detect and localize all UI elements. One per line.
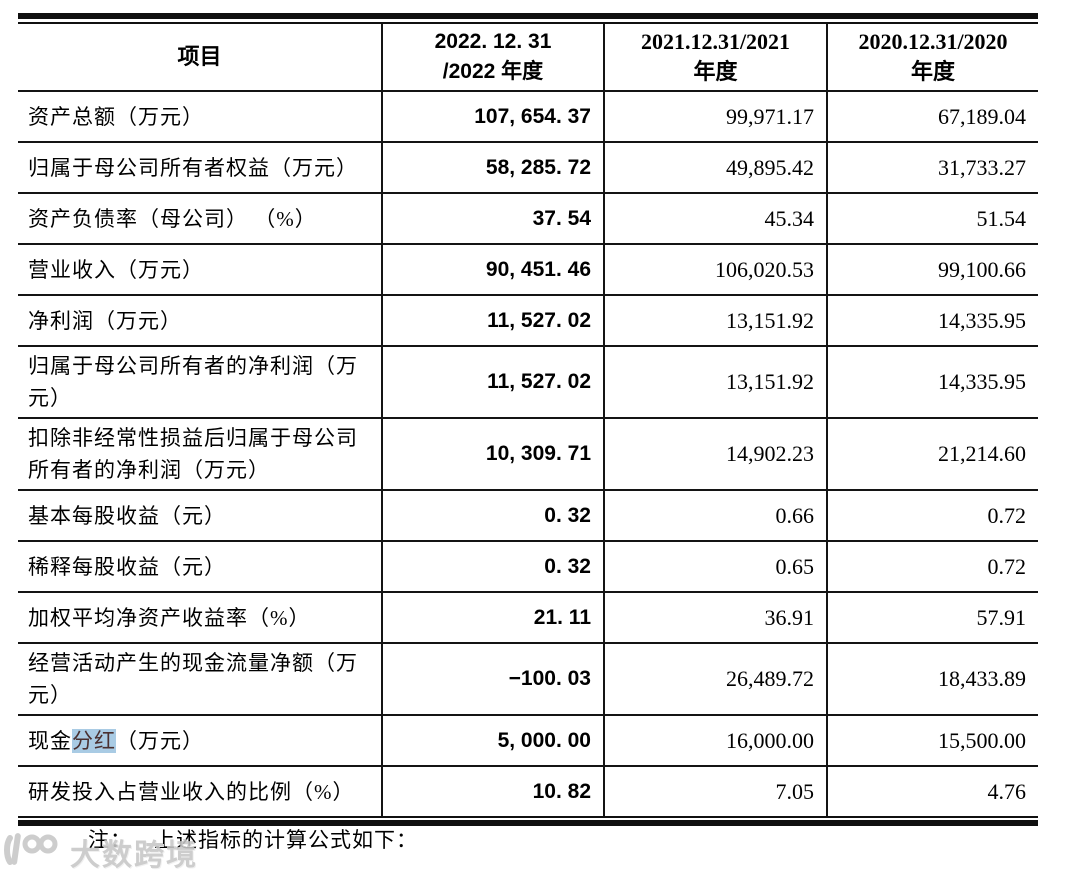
row-label: 稀释每股收益（元） [18, 540, 383, 593]
cell-value-2020: 15,500.00 [826, 714, 1038, 767]
row-label: 资产总额（万元） [18, 90, 383, 143]
header-2020-line1: 2020.12.31/2020 [858, 29, 1008, 54]
footnote-text: 上述指标的计算公式如下： [154, 828, 418, 852]
header-2021: 2021.12.31/2021 年度 [603, 24, 828, 92]
cell-value-2020: 14,335.95 [826, 294, 1038, 347]
cell-value-2021: 13,151.92 [603, 294, 828, 347]
table-row: 归属于母公司所有者的净利润（万元） 11, 527. 02 13,151.92 … [18, 345, 1038, 419]
header-2021-line2: 年度 [693, 59, 738, 84]
row-label: 经营活动产生的现金流量净额（万元） [18, 642, 383, 716]
header-item-label: 项目 [177, 44, 222, 69]
cell-value-2022: 10, 309. 71 [381, 417, 605, 491]
table-row: 加权平均净资产收益率（%） 21. 11 36.91 57.91 [18, 591, 1038, 644]
header-2022-line2: /2022 年度 [442, 60, 544, 83]
row-label: 现金分红（万元） [18, 714, 383, 767]
cell-value-2021: 0.65 [603, 540, 828, 593]
table-row: 研发投入占营业收入的比例（%） 10. 82 7.05 4.76 [18, 765, 1038, 816]
table-row: 营业收入（万元） 90, 451. 46 106,020.53 99,100.6… [18, 243, 1038, 296]
row-label: 归属于母公司所有者的净利润（万元） [18, 345, 383, 419]
cell-value-2022: 11, 527. 02 [381, 294, 605, 347]
search-highlight: 分红 [72, 728, 116, 753]
cell-value-2021: 106,020.53 [603, 243, 828, 296]
row-label: 扣除非经常性损益后归属于母公司所有者的净利润（万元） [18, 417, 383, 491]
cell-value-2022: 21. 11 [381, 591, 605, 644]
cell-value-2022: 0. 32 [381, 540, 605, 593]
row-label: 归属于母公司所有者权益（万元） [18, 141, 383, 194]
cell-value-2020: 67,189.04 [826, 90, 1038, 143]
cell-value-2022: −100. 03 [381, 642, 605, 716]
indicators-table: 项目 2022. 12. 31 /2022 年度 2021.12.31/2021… [18, 24, 1038, 816]
cell-value-2022: 10. 82 [381, 765, 605, 816]
row-label: 研发投入占营业收入的比例（%） [18, 765, 383, 816]
cell-value-2021: 14,902.23 [603, 417, 828, 491]
cell-value-2021: 49,895.42 [603, 141, 828, 194]
table-row: 归属于母公司所有者权益（万元） 58, 285. 72 49,895.42 31… [18, 141, 1038, 194]
table-row: 资产总额（万元） 107, 654. 37 99,971.17 67,189.0… [18, 90, 1038, 143]
row-label: 营业收入（万元） [18, 243, 383, 296]
table-top-border [18, 13, 1038, 24]
header-2022-line1: 2022. 12. 31 [434, 30, 552, 53]
table-bottom-border [18, 816, 1038, 826]
watermark-logo-icon [2, 832, 66, 873]
cell-value-2022: 90, 451. 46 [381, 243, 605, 296]
header-row: 项目 2022. 12. 31 /2022 年度 2021.12.31/2021… [18, 24, 1038, 92]
cell-value-2020: 99,100.66 [826, 243, 1038, 296]
cell-value-2022: 11, 527. 02 [381, 345, 605, 419]
header-2020-line2: 年度 [910, 59, 955, 84]
cell-value-2020: 18,433.89 [826, 642, 1038, 716]
cell-value-2022: 107, 654. 37 [381, 90, 605, 143]
financial-indicators-table: 项目 2022. 12. 31 /2022 年度 2021.12.31/2021… [18, 13, 1038, 826]
cell-value-2022: 58, 285. 72 [381, 141, 605, 194]
cell-value-2021: 0.66 [603, 489, 828, 542]
cell-value-2020: 21,214.60 [826, 417, 1038, 491]
cell-value-2020: 31,733.27 [826, 141, 1038, 194]
header-item: 项目 [18, 24, 383, 92]
table-row: 扣除非经常性损益后归属于母公司所有者的净利润（万元） 10, 309. 71 1… [18, 417, 1038, 491]
row-label: 基本每股收益（元） [18, 489, 383, 542]
cell-value-2021: 13,151.92 [603, 345, 828, 419]
cell-value-2021: 45.34 [603, 192, 828, 245]
cell-value-2020: 0.72 [826, 540, 1038, 593]
row-label: 净利润（万元） [18, 294, 383, 347]
row-label: 加权平均净资产收益率（%） [18, 591, 383, 644]
cell-value-2021: 16,000.00 [603, 714, 828, 767]
table-row: 经营活动产生的现金流量净额（万元） −100. 03 26,489.72 18,… [18, 642, 1038, 716]
cell-value-2020: 51.54 [826, 192, 1038, 245]
cell-value-2021: 36.91 [603, 591, 828, 644]
cell-value-2021: 26,489.72 [603, 642, 828, 716]
table-row: 稀释每股收益（元） 0. 32 0.65 0.72 [18, 540, 1038, 593]
table-row: 现金分红（万元） 5, 000. 00 16,000.00 15,500.00 [18, 714, 1038, 767]
cell-value-2021: 99,971.17 [603, 90, 828, 143]
cell-value-2020: 4.76 [826, 765, 1038, 816]
cell-value-2022: 5, 000. 00 [381, 714, 605, 767]
cell-value-2020: 14,335.95 [826, 345, 1038, 419]
cell-value-2021: 7.05 [603, 765, 828, 816]
table-body: 资产总额（万元） 107, 654. 37 99,971.17 67,189.0… [18, 90, 1038, 816]
cell-value-2020: 0.72 [826, 489, 1038, 542]
table-row: 资产负债率（母公司） （%） 37. 54 45.34 51.54 [18, 192, 1038, 245]
header-2021-line1: 2021.12.31/2021 [640, 29, 791, 54]
table-row: 基本每股收益（元） 0. 32 0.66 0.72 [18, 489, 1038, 542]
header-2020: 2020.12.31/2020 年度 [826, 24, 1038, 92]
table-row: 净利润（万元） 11, 527. 02 13,151.92 14,335.95 [18, 294, 1038, 347]
row-label: 资产负债率（母公司） （%） [18, 192, 383, 245]
cell-value-2022: 0. 32 [381, 489, 605, 542]
footnote-prefix: 注： [88, 828, 132, 852]
footnote: 注： 上述指标的计算公式如下： [88, 824, 418, 854]
cell-value-2022: 37. 54 [381, 192, 605, 245]
cell-value-2020: 57.91 [826, 591, 1038, 644]
header-2022: 2022. 12. 31 /2022 年度 [381, 24, 605, 92]
